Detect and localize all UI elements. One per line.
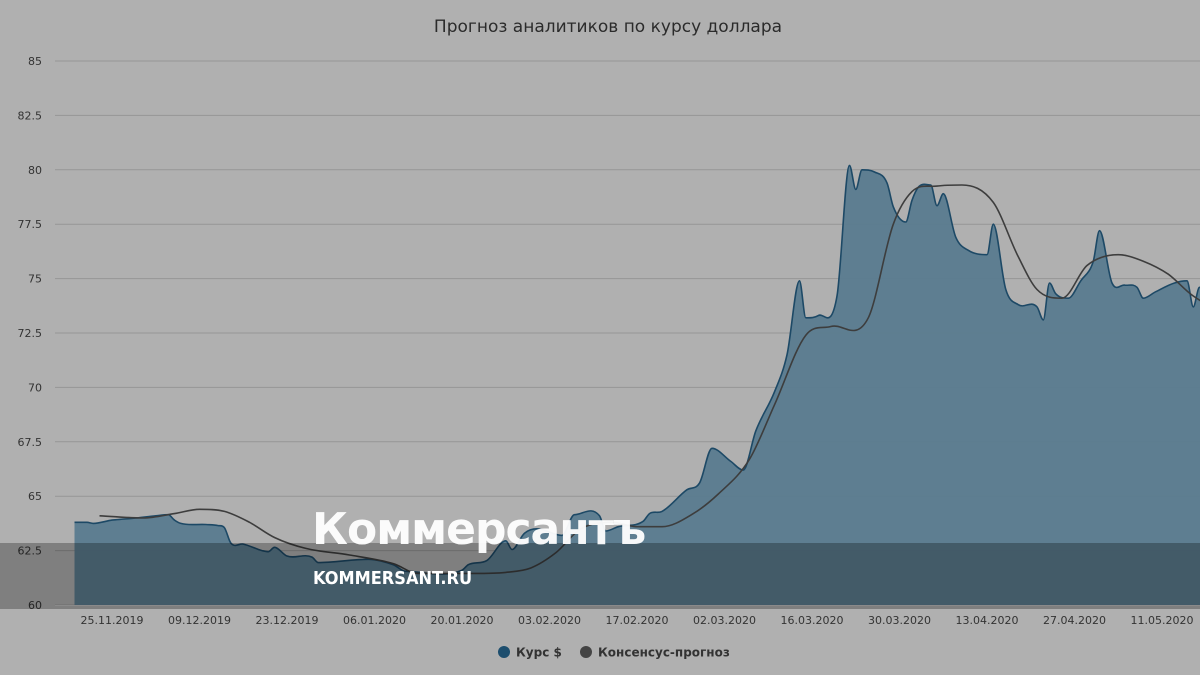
- x-tick-label: 13.04.2020: [956, 614, 1019, 627]
- series-area-line: [74, 164, 1200, 575]
- y-tick-label: 60: [28, 599, 42, 612]
- x-axis-ticks: 25.11.2019 09.12.2019 23.12.2019 06.01.2020…: [81, 614, 1194, 627]
- x-tick-label: 11.05.2020: [1131, 614, 1194, 627]
- y-tick-label: 62.5: [18, 545, 43, 558]
- legend-marker: [498, 646, 510, 658]
- watermark-brand: Коммерсантъ: [312, 504, 645, 555]
- y-tick-label: 75: [28, 273, 42, 286]
- y-tick-label: 72.5: [18, 327, 43, 340]
- area-series-layer: [74, 164, 1200, 605]
- line-series-layer: [99, 184, 1200, 575]
- watermark-band: [0, 543, 1200, 609]
- chart-title: Прогноз аналитиков по курсу доллара: [434, 17, 782, 37]
- x-tick-label: 03.02.2020: [518, 614, 581, 627]
- y-tick-label: 77.5: [18, 218, 43, 231]
- legend-item[interactable]: Консенсус-прогноз: [580, 646, 730, 660]
- x-tick-label: 06.01.2020: [343, 614, 406, 627]
- x-tick-label: 20.01.2020: [431, 614, 494, 627]
- y-tick-label: 82.5: [18, 109, 43, 122]
- y-tick-label: 70: [28, 381, 42, 394]
- series-consensus-line: [99, 184, 1200, 575]
- y-axis-ticks: 60 62.5 65 67.5 70 72.5 75 77.5 80 82.5 85: [18, 55, 43, 612]
- y-tick-label: 67.5: [18, 436, 43, 449]
- legend-label: Консенсус-прогноз: [598, 646, 730, 660]
- y-tick-label: 65: [28, 490, 42, 503]
- legend-marker: [580, 646, 592, 658]
- y-tick-label: 80: [28, 164, 42, 177]
- legend: Курс $ Консенсус-прогноз: [498, 646, 730, 660]
- series-area-fill: [74, 165, 1200, 605]
- y-tick-label: 85: [28, 55, 42, 68]
- x-tick-label: 30.03.2020: [868, 614, 931, 627]
- x-tick-label: 09.12.2019: [168, 614, 231, 627]
- x-tick-label: 16.03.2020: [781, 614, 844, 627]
- x-tick-label: 27.04.2020: [1043, 614, 1106, 627]
- watermark: Коммерсантъ KOMMERSANT.RU: [0, 504, 1200, 609]
- legend-label: Курс $: [516, 646, 562, 660]
- legend-item[interactable]: Курс $: [498, 646, 562, 660]
- x-tick-label: 23.12.2019: [256, 614, 319, 627]
- x-tick-label: 17.02.2020: [606, 614, 669, 627]
- x-tick-label: 02.03.2020: [693, 614, 756, 627]
- watermark-url: KOMMERSANT.RU: [313, 568, 472, 589]
- x-tick-label: 25.11.2019: [81, 614, 144, 627]
